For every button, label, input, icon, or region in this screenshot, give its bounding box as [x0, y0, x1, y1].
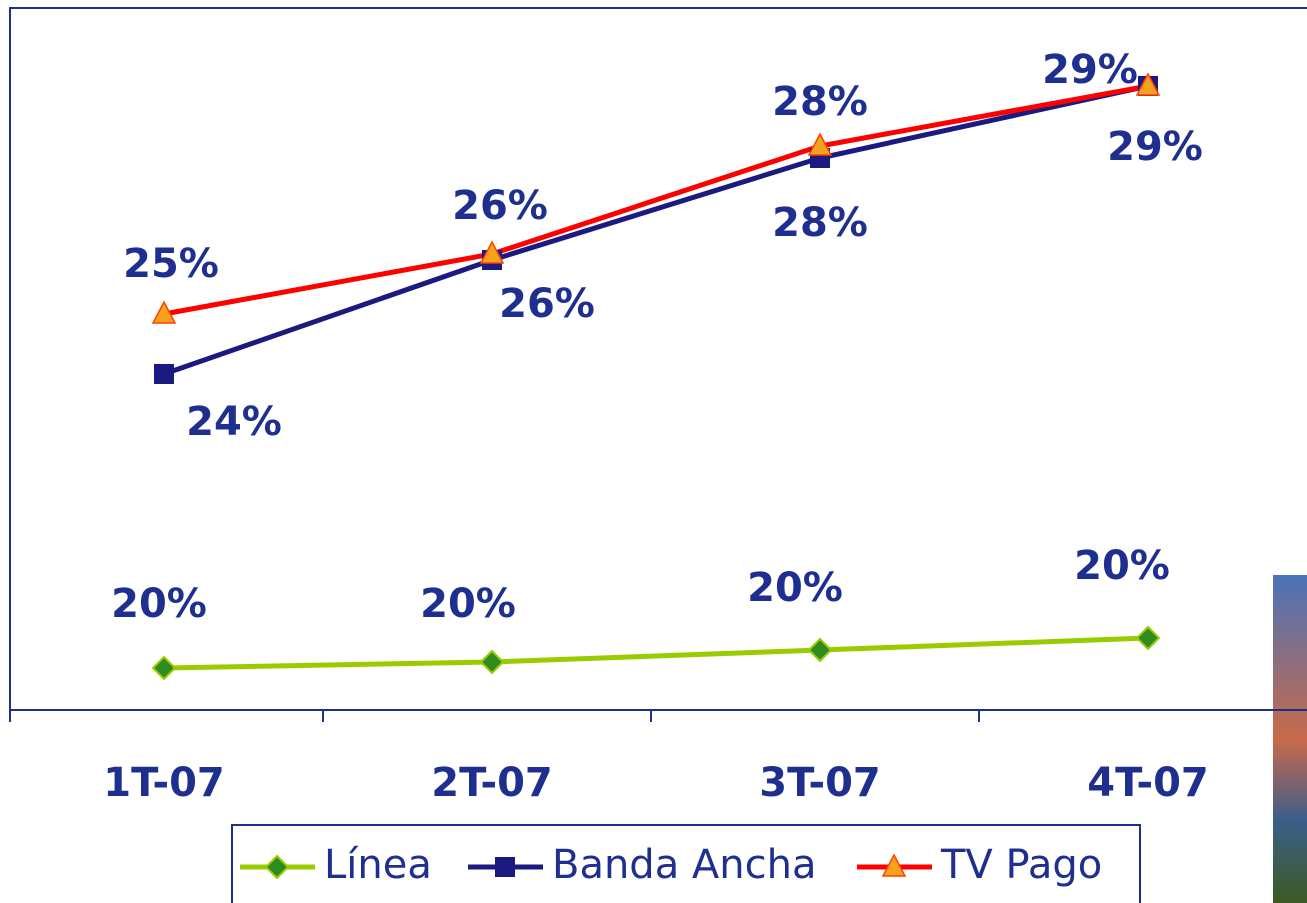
data-label: 26%	[452, 183, 548, 229]
data-label: 29%	[1107, 124, 1203, 170]
data-label: 24%	[186, 399, 282, 445]
data-label: 20%	[1074, 543, 1170, 589]
legend-label: Banda Ancha	[552, 842, 817, 888]
x-tick-label: 4T-07	[1087, 760, 1209, 806]
legend-label: Línea	[324, 842, 432, 888]
x-tick-label: 3T-07	[759, 760, 881, 806]
legend-label: TV Pago	[940, 842, 1102, 888]
data-point	[154, 364, 174, 384]
data-label: 20%	[747, 565, 843, 611]
series-line	[164, 86, 1148, 374]
data-label: 25%	[123, 241, 219, 287]
data-point	[1137, 627, 1159, 649]
data-label: 29%	[1042, 47, 1138, 93]
x-tick-label: 2T-07	[431, 760, 553, 806]
legend-marker	[495, 857, 515, 877]
data-label: 26%	[499, 281, 595, 327]
data-point	[809, 639, 831, 661]
chart: 1T-07 2T-07 3T-07 4T-07 20% 20% 20% 20% 24% 26% 28…	[0, 0, 1307, 903]
data-label: 28%	[772, 200, 868, 246]
data-point	[481, 651, 503, 673]
data-point	[153, 657, 175, 679]
data-label: 20%	[420, 581, 516, 627]
x-tick-label: 1T-07	[103, 760, 225, 806]
photo	[1273, 575, 1307, 903]
data-label: 20%	[111, 581, 207, 627]
data-label: 28%	[772, 79, 868, 125]
series-line	[164, 638, 1148, 668]
